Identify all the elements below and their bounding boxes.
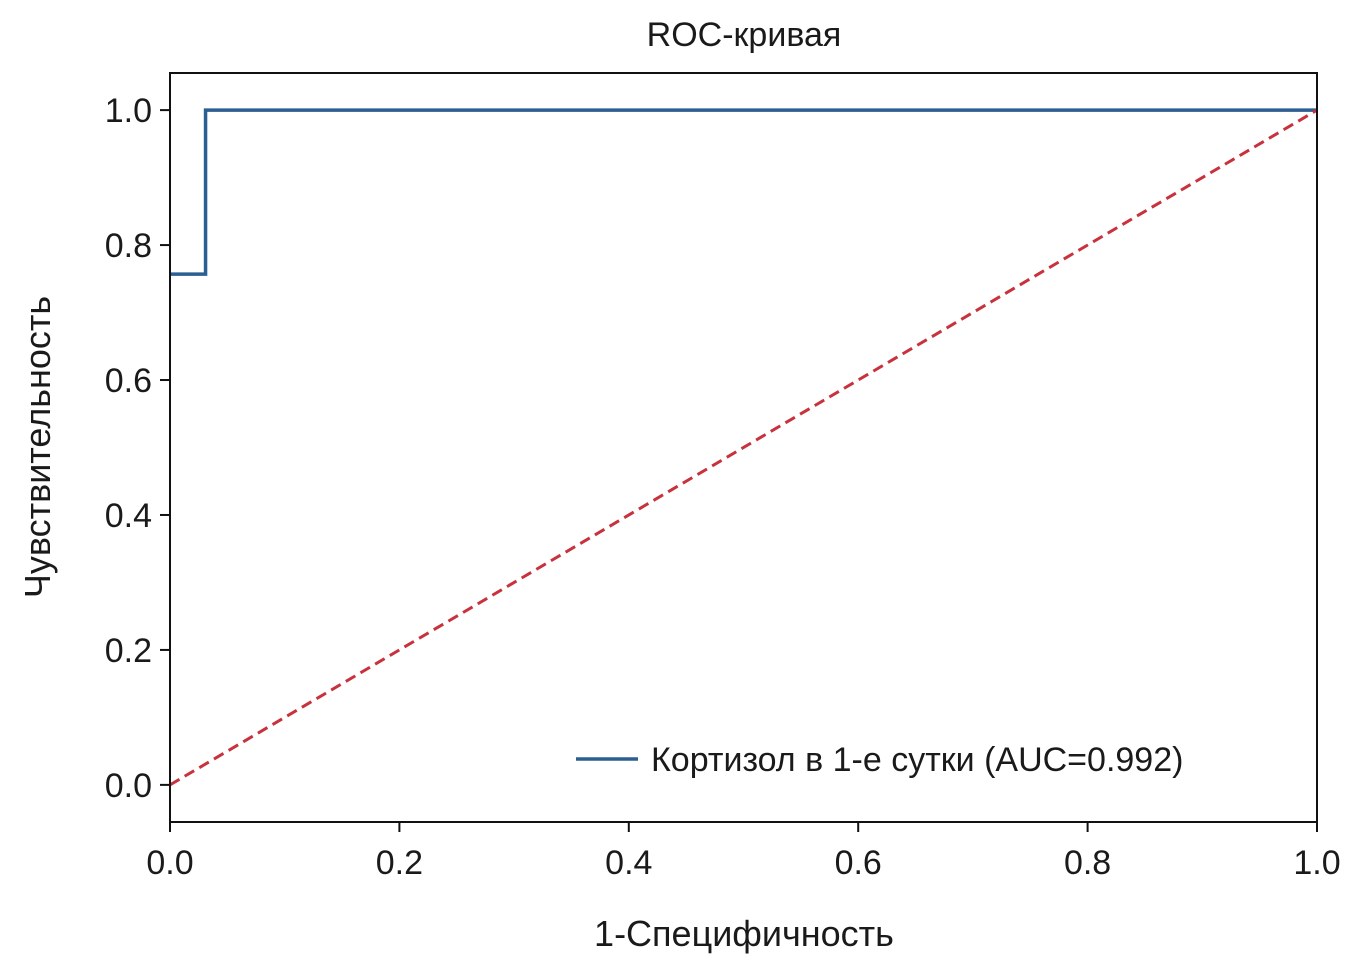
- roc-curve-line: [170, 108, 1317, 276]
- x-axis-ticks: 0.0 0.2 0.4 0.6 0.8 1.0: [146, 822, 1341, 882]
- legend: Кортизол в 1-е сутки (AUC=0.992): [576, 741, 1183, 779]
- x-tick-label: 0.8: [1064, 844, 1111, 882]
- y-axis-label: Чувствительность: [17, 296, 58, 598]
- x-tick-label: 0.0: [146, 844, 193, 882]
- x-tick-label: 1.0: [1293, 844, 1340, 882]
- y-tick-label: 1.0: [105, 92, 152, 130]
- y-axis-ticks: 0.0 0.2 0.4 0.6 0.8 1.0: [105, 92, 170, 805]
- x-tick-label: 0.2: [376, 844, 423, 882]
- y-tick-label: 0.2: [105, 632, 152, 670]
- y-tick-label: 0.0: [105, 767, 152, 805]
- series-layer: [169, 108, 1318, 787]
- x-tick-label: 0.6: [835, 844, 882, 882]
- chart-title: ROC-кривая: [647, 16, 842, 54]
- legend-label: Кортизол в 1-е сутки (AUC=0.992): [651, 741, 1183, 779]
- x-axis-label: 1-Специфичность: [594, 913, 894, 954]
- x-tick-label: 0.4: [605, 844, 652, 882]
- y-tick-label: 0.4: [105, 497, 152, 535]
- y-tick-label: 0.8: [105, 227, 152, 265]
- y-tick-label: 0.6: [105, 362, 152, 400]
- plot-frame: [169, 72, 1318, 823]
- chance-diagonal-line: [169, 108, 1318, 787]
